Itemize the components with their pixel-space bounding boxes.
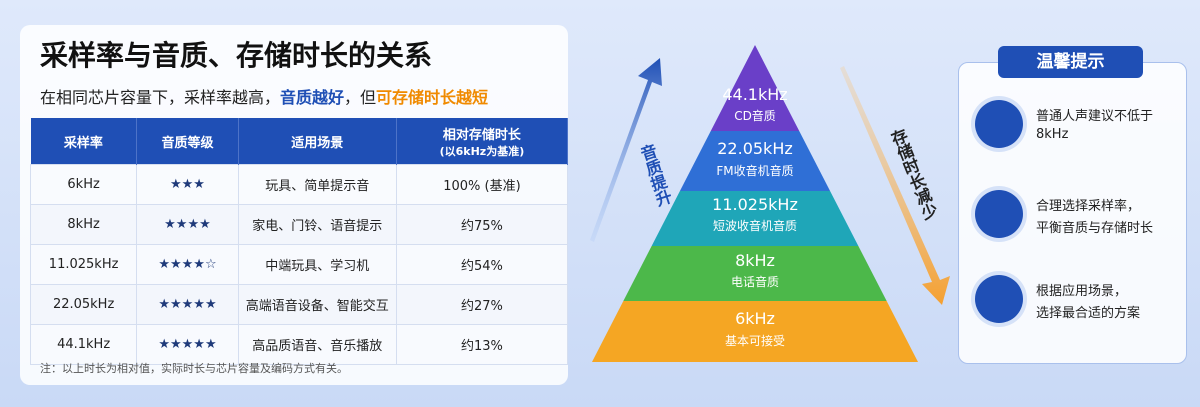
column-header: 相对存储时长 (以6kHz为基准): [396, 118, 569, 165]
cell: 约54%: [395, 244, 569, 285]
cell: 44.1kHz: [29, 324, 138, 365]
table-body: 6kHz ★★★ 玩具、简单提示音 100% (基准) 8kHz ★★★★ 家电、门铃、语音…: [29, 164, 569, 365]
title: 采样率与音质、存储时长的关系: [40, 39, 433, 72]
column-header-note: (以6kHz为基准): [439, 144, 525, 158]
pyramid-diagram: 44.1kHz CD音质 22.05kHz FM收音机音质 11.025kHz 短波收音机…: [590, 45, 950, 362]
column-header-text: 采样率: [63, 135, 103, 151]
level-rate: 11.025kHz: [712, 195, 798, 214]
subtitle-highlight: 可存储时长越短: [376, 88, 489, 107]
cell: 6kHz: [29, 164, 138, 205]
up-arrow: [590, 58, 662, 242]
rating: ★★★★☆: [136, 244, 239, 285]
note: 注：以上时长为相对值，实际时长与芯片容量及编码方式有关。: [40, 362, 348, 375]
subtitle-text: 在相同芯片容量下，采样率越高，: [40, 88, 281, 107]
cell: 约13%: [395, 324, 569, 365]
down-arrow: [840, 66, 950, 305]
cell: 玩具、简单提示音: [237, 164, 397, 205]
table: 采样率 音质等级 适用场景 相对存储时长 (以6kHz为基准) 6kHz ★★★ 玩具、简单…: [29, 118, 569, 365]
column-header: 适用场景: [238, 118, 397, 165]
table-row: 6kHz ★★★ 玩具、简单提示音 100% (基准): [29, 164, 569, 205]
cell: 22.05kHz: [29, 284, 138, 325]
level-label: 电话音质: [731, 274, 779, 289]
rating: ★★★★: [136, 204, 239, 245]
subtitle-highlight: 音质越好: [280, 88, 345, 107]
tip-text: 平衡音质与存储时长: [1036, 221, 1154, 236]
level-band: [592, 301, 918, 362]
table-row: 44.1kHz ★★★★★ 高品质语音、音乐播放 约13%: [29, 324, 569, 365]
cell: 高端语音设备、智能交互: [237, 284, 397, 325]
level-rate: 44.1kHz: [722, 85, 787, 104]
table-row: 22.05kHz ★★★★★ 高端语音设备、智能交互 约27%: [29, 284, 569, 325]
cell: 8kHz: [29, 204, 138, 245]
right-arrow-label: 存储时长减少: [886, 125, 941, 222]
rating: ★★★★★: [136, 324, 239, 365]
tip-text: 8kHz: [1036, 127, 1069, 142]
tips-title: 温馨提示: [998, 46, 1143, 78]
level-rate: 8kHz: [735, 251, 775, 270]
cell: 中端玩具、学习机: [237, 244, 397, 285]
level-label: 短波收音机音质: [713, 218, 797, 233]
level-rate: 6kHz: [735, 309, 775, 328]
cell: 约75%: [395, 204, 569, 245]
cell: 约27%: [395, 284, 569, 325]
cell: 高品质语音、音乐播放: [237, 324, 397, 365]
header-row: 采样率 音质等级 适用场景 相对存储时长 (以6kHz为基准): [30, 118, 569, 165]
left-arrow-label: 音质提升: [636, 141, 674, 210]
column-header: 音质等级: [136, 118, 239, 165]
tip-text: 根据应用场景，: [1036, 284, 1128, 299]
subtitle: 在相同芯片容量下，采样率越高，音质越好，但可存储时长越短: [40, 84, 488, 108]
rating: ★★★: [136, 164, 239, 205]
table-row: 11.025kHz ★★★★☆ 中端玩具、学习机 约54%: [29, 244, 569, 285]
level-label: CD音质: [734, 108, 776, 123]
column-header-text: 相对存储时长: [442, 127, 521, 143]
tip-text: 合理选择采样率，: [1036, 199, 1141, 214]
subtitle-text: ，但: [344, 88, 377, 107]
column-header: 采样率: [30, 118, 138, 165]
cell: 100% (基准): [395, 164, 569, 205]
rating: ★★★★★: [136, 284, 239, 325]
tip-icon: [975, 275, 1023, 323]
level-rate: 22.05kHz: [717, 139, 793, 158]
tip-text: 普通人声建议不低于: [1036, 109, 1154, 124]
level-label: FM收音机音质: [716, 163, 793, 178]
tip-text: 选择最合适的方案: [1036, 306, 1141, 321]
tip-icon: [975, 100, 1023, 148]
table-row: 8kHz ★★★★ 家电、门铃、语音提示 约75%: [29, 204, 569, 245]
column-header-text: 音质等级: [161, 135, 214, 151]
cell: 家电、门铃、语音提示: [237, 204, 397, 245]
cell: 11.025kHz: [29, 244, 138, 285]
column-header-text: 适用场景: [291, 135, 344, 151]
level-label: 基本可接受: [725, 333, 785, 348]
tip-icon: [975, 190, 1023, 238]
